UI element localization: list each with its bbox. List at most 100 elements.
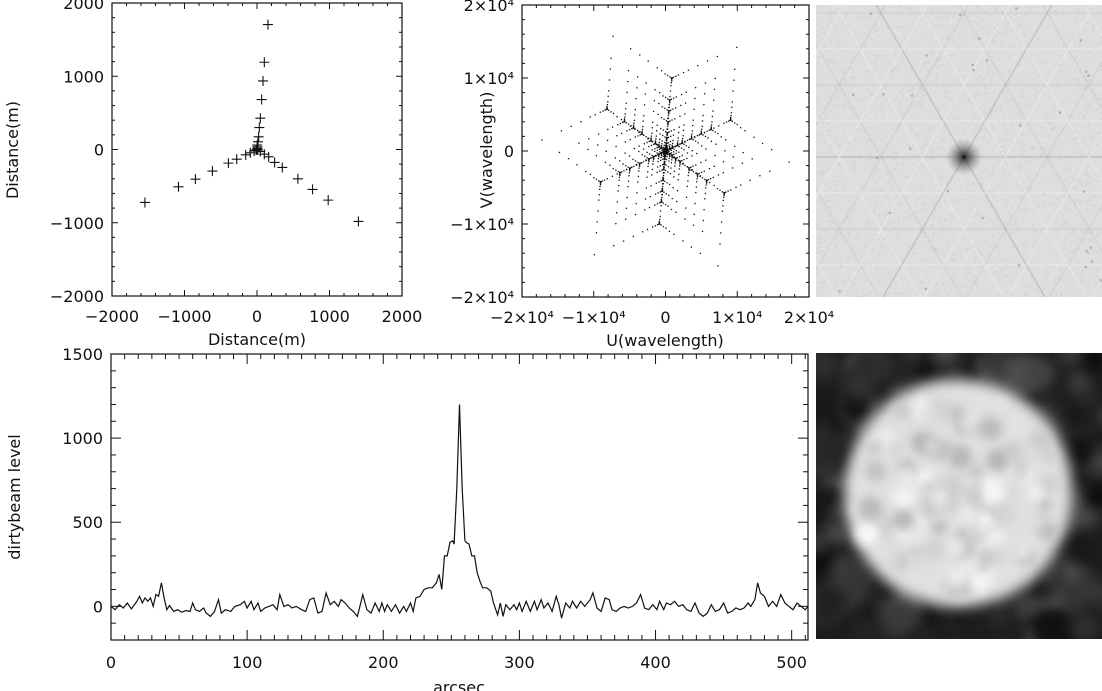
uv-sample-point [665, 137, 668, 139]
uv-sample-point [660, 199, 663, 202]
uv-sample-point [664, 145, 667, 147]
uv-sample-point [658, 91, 661, 94]
uv-sample-point [651, 140, 653, 143]
uv-sample-point [695, 186, 698, 188]
uv-sample-point [650, 138, 652, 140]
uv-sample-point [734, 145, 736, 148]
uv-sample-point [632, 158, 634, 161]
uv-sample-point [722, 161, 725, 163]
uv-sample-point [605, 150, 607, 152]
uv-sample-point [697, 142, 699, 144]
uv-sample-point [741, 162, 744, 164]
uv-sample-point [696, 135, 698, 137]
uv-sample-point [638, 170, 640, 172]
uv-sample-point [634, 160, 637, 162]
uv-sample-point [788, 161, 790, 163]
uv-sample-point [657, 154, 659, 156]
uv-sample-point [655, 155, 657, 157]
uv-sample-point [609, 68, 611, 70]
uv-sample-point [658, 202, 661, 204]
uv-sample-point [633, 128, 636, 130]
uv-sample-point [652, 155, 654, 158]
uv-sample-point [668, 111, 670, 114]
uv-sample-point [650, 139, 652, 141]
uv-sample-point [681, 142, 684, 145]
uv-sample-point [734, 122, 736, 124]
uv-sample-point [712, 129, 714, 132]
uv-sample-point [620, 132, 623, 135]
antenna-marker [249, 145, 260, 156]
uv-sample-point [672, 154, 674, 156]
uv-sample-point [664, 153, 666, 155]
uv-sample-point [698, 133, 701, 136]
uv-sample-point [640, 162, 643, 164]
uv-sample-point [652, 163, 654, 165]
uv-sample-point [668, 99, 670, 101]
uv-sample-point [611, 175, 614, 177]
x-tick-label: 1000 [309, 307, 350, 326]
x-tick-label: 2×10⁴ [784, 308, 834, 327]
x-tick-label: 0 [252, 307, 262, 326]
uv-sample-point [620, 118, 623, 121]
uv-sample-point [587, 148, 589, 151]
uv-sample-point [672, 146, 675, 148]
uv-sample-point [678, 143, 681, 145]
uv-sample-point [684, 218, 686, 220]
uv-sample-point [664, 148, 667, 150]
uv-sample-point [685, 196, 688, 198]
antenna-marker [223, 158, 234, 169]
uv-sample-point [669, 147, 671, 150]
uv-sample-point [607, 101, 609, 103]
uv-sample-point [638, 163, 641, 165]
uv-sample-point [717, 174, 720, 176]
uv-sample-point [634, 128, 636, 130]
uv-sample-point [642, 231, 644, 233]
uv-sample-point [683, 149, 685, 151]
uv-sample-point [677, 144, 679, 146]
uv-sample-point [687, 180, 689, 182]
uv-sample-point [730, 112, 733, 114]
uv-sample-point [710, 128, 713, 131]
uv-sample-point [676, 145, 678, 147]
uv-sample-point [692, 170, 695, 173]
uv-sample-point [651, 174, 653, 176]
uv-sample-point [578, 142, 580, 144]
uv-sample-point [597, 210, 599, 212]
uv-sample-point [710, 126, 712, 128]
uv-sample-point [744, 129, 746, 132]
uv-sample-point [662, 178, 664, 181]
uv-sample-point [663, 167, 665, 169]
uv-sample-point [705, 148, 707, 150]
uv-sample-point [769, 170, 771, 172]
uv-sample-point [698, 172, 701, 175]
uv-sample-point [721, 191, 724, 193]
uv-sample-point [650, 157, 652, 159]
uv-sample-point [679, 162, 681, 164]
uv-sample-point [669, 141, 672, 143]
uv-sample-point [678, 168, 680, 170]
uv-sample-point [673, 176, 675, 178]
uv-sample-point [655, 143, 658, 146]
uv-sample-point [680, 142, 683, 145]
uv-sample-point [669, 152, 671, 155]
uv-sample-point [661, 106, 663, 108]
y-tick-label: 2000 [63, 0, 104, 13]
uv-sample-point [660, 153, 663, 156]
uv-sample-point [664, 203, 667, 206]
uv-sample-point [656, 149, 659, 151]
uv-sample-point [723, 192, 725, 195]
uv-sample-point [658, 143, 660, 145]
y-tick-label: 0 [93, 597, 103, 616]
uv-sample-point [643, 143, 646, 145]
dirty-beam-series-line [110, 404, 809, 619]
uv-sample-point [662, 148, 664, 151]
uv-sample-point [618, 184, 620, 187]
uv-sample-point [625, 108, 627, 110]
uv-sample-point [668, 157, 670, 159]
uv-sample-point [683, 158, 685, 161]
uv-sample-point [617, 170, 619, 173]
uv-sample-point [706, 179, 708, 181]
uv-sample-point [668, 183, 671, 186]
uv-sample-point [670, 78, 673, 80]
uv-sample-point [650, 185, 652, 187]
